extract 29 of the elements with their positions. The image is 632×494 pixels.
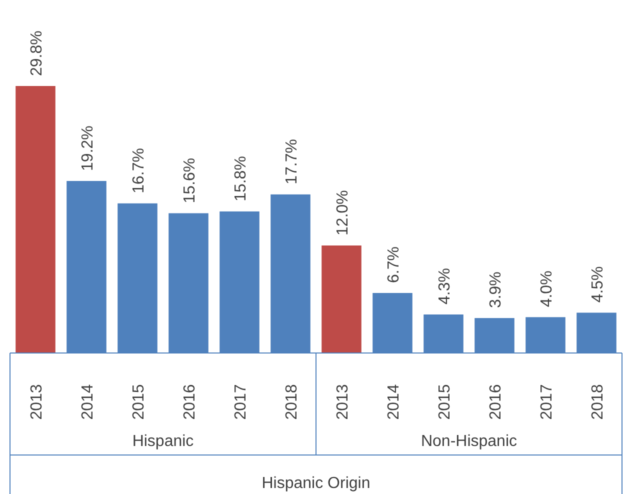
x-tick-label: 2017 (538, 384, 556, 420)
x-tick-label: 2016 (182, 384, 198, 420)
data-label: 15.8% (232, 156, 250, 202)
data-label: 6.7% (386, 246, 402, 283)
x-tick-label: 2014 (386, 384, 402, 420)
bar (16, 86, 56, 353)
x-tick-label: 2018 (590, 384, 606, 420)
x-tick-label: 2014 (80, 384, 96, 420)
data-label: 15.6% (182, 158, 198, 204)
x-tick-label: 2016 (488, 384, 504, 420)
data-label: 16.7% (130, 148, 148, 194)
data-label: 12.0% (334, 190, 352, 236)
data-label: 29.8% (28, 30, 46, 76)
data-label: 4.5% (590, 266, 606, 303)
data-label: 4.0% (538, 270, 556, 308)
x-tick-label: 2013 (334, 384, 352, 420)
data-label: 19.2% (80, 126, 96, 171)
x-tick-label: 2015 (130, 384, 148, 420)
data-label: 3.9% (488, 272, 504, 308)
x-axis-title: Hispanic Origin (262, 475, 370, 492)
text: Hispanic (132, 433, 194, 450)
data-label: 17.7% (284, 139, 300, 184)
bar (322, 245, 362, 353)
x-tick-label: 2017 (232, 384, 250, 420)
x-tick-label: 2018 (284, 384, 300, 420)
text: Non-Hispanic (420, 433, 518, 450)
x-tick-label: 2015 (436, 384, 454, 420)
x-tick-label: 2013 (28, 384, 46, 420)
data-label: 4.3% (436, 268, 454, 304)
